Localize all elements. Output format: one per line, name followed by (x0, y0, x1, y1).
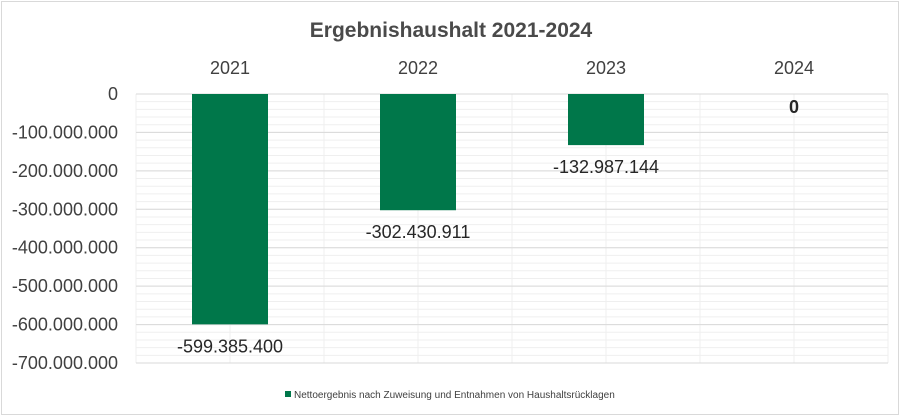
x-category-label: 2024 (774, 58, 814, 78)
x-axis-category-labels: 2021 2022 2023 2024 (210, 58, 814, 78)
data-labels: -599.385.400 -302.430.911 -132.987.144 0 (177, 97, 799, 356)
data-label: -132.987.144 (553, 157, 659, 177)
data-label: -302.430.911 (366, 222, 471, 242)
y-tick-label: -500.000.000 (12, 276, 118, 296)
y-tick-label: -300.000.000 (12, 199, 118, 219)
bar (380, 94, 456, 211)
bars (192, 94, 644, 325)
data-label: -599.385.400 (177, 336, 283, 356)
y-tick-label: -400.000.000 (12, 238, 118, 258)
y-tick-label: -100.000.000 (12, 122, 118, 142)
legend-label: Nettoergebnis nach Zuweisung und Entnahm… (294, 390, 615, 401)
bar (192, 94, 268, 325)
y-tick-label: 0 (108, 84, 118, 104)
data-label: 0 (789, 97, 799, 117)
x-category-label: 2021 (210, 58, 250, 78)
y-tick-label: -700.000.000 (12, 353, 118, 373)
legend: Nettoergebnis nach Zuweisung und Entnahm… (285, 390, 615, 401)
chart-title: Ergebnishaushalt 2021-2024 (310, 19, 593, 42)
legend-swatch (285, 391, 291, 397)
x-category-label: 2022 (398, 58, 438, 78)
x-category-label: 2023 (586, 58, 626, 78)
y-axis-tick-labels: 0 -100.000.000 -200.000.000 -300.000.000 -40… (12, 84, 118, 373)
y-tick-label: -200.000.000 (12, 161, 118, 181)
y-tick-label: -600.000.000 (12, 315, 118, 335)
bar (568, 94, 644, 146)
